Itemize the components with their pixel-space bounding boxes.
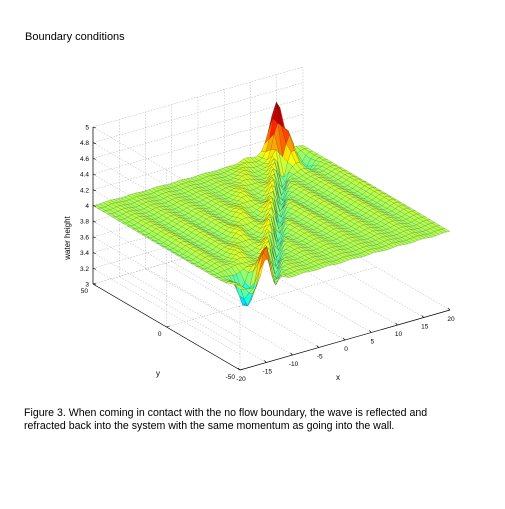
z-tick-label: 3.8 <box>80 219 89 226</box>
page-heading: Boundary conditions <box>25 31 125 43</box>
y-tick-mark <box>239 368 244 371</box>
grid-line <box>92 98 304 159</box>
z-tick-mark <box>92 283 97 286</box>
z-tick-label: 5 <box>85 125 89 132</box>
x-tick-label: 15 <box>421 324 429 331</box>
x-tick-mark <box>264 360 267 363</box>
x-tick-mark <box>290 352 293 356</box>
grid-line <box>92 236 241 324</box>
z-tick-label: 3.6 <box>80 234 89 241</box>
z-tick-label: 4 <box>85 203 89 210</box>
z-tick-label: 3 <box>85 282 89 289</box>
y-tick-mark <box>92 282 97 285</box>
x-tick-label: 0 <box>344 346 348 353</box>
z-tick-mark <box>92 173 97 176</box>
z-tick-label: 3.2 <box>80 266 89 273</box>
x-axis-label: x <box>336 373 340 382</box>
x-tick-mark <box>369 330 372 333</box>
y-tick-label: 0 <box>158 331 162 338</box>
x-tick-label: -15 <box>263 369 273 376</box>
grid-line <box>92 113 304 175</box>
z-tick-label: 4.2 <box>80 187 89 194</box>
z-tick-mark <box>92 142 97 144</box>
surface-patch <box>441 228 451 233</box>
x-tick-label: -10 <box>289 361 299 368</box>
y-tick-label: -50 <box>226 374 236 381</box>
z-tick-mark <box>92 268 97 270</box>
figure-caption: Figure 3. When coming in contact with th… <box>24 407 428 432</box>
surface-mesh <box>92 101 451 307</box>
z-tick-mark <box>92 205 97 207</box>
x-tick-label: 5 <box>370 339 374 346</box>
z-tick-label: 3.4 <box>80 250 89 257</box>
z-tick-mark <box>92 252 97 254</box>
y-tick-label: 50 <box>81 288 89 295</box>
z-tick-mark <box>92 236 97 239</box>
x-tick-mark <box>395 322 398 326</box>
z-tick-mark <box>92 126 97 129</box>
x-tick-mark <box>447 307 451 311</box>
grid-line <box>92 220 241 308</box>
z-tick-mark <box>92 158 97 160</box>
z-tick-mark <box>92 220 97 223</box>
z-tick-label: 4.6 <box>80 156 89 163</box>
x-tick-mark <box>237 367 241 371</box>
x-tick-label: 10 <box>395 331 403 338</box>
x-tick-label: 20 <box>447 316 455 323</box>
x-tick-label: -5 <box>317 354 323 361</box>
y-axis-label: y <box>156 369 160 378</box>
y-tick-mark <box>166 325 170 328</box>
x-tick-mark <box>421 315 424 318</box>
x-tick-mark <box>342 337 346 341</box>
z-tick-label: 4.8 <box>80 140 89 147</box>
z-tick-mark <box>92 189 97 192</box>
axis-ticks: 33.23.43.63.844.24.44.64.85-50050-20-15-… <box>80 125 455 384</box>
z-axis-label: water height <box>63 215 72 260</box>
z-tick-label: 4.4 <box>80 172 89 179</box>
x-tick-label: -20 <box>236 376 246 383</box>
grid-line <box>166 266 377 328</box>
x-tick-mark <box>316 345 319 348</box>
